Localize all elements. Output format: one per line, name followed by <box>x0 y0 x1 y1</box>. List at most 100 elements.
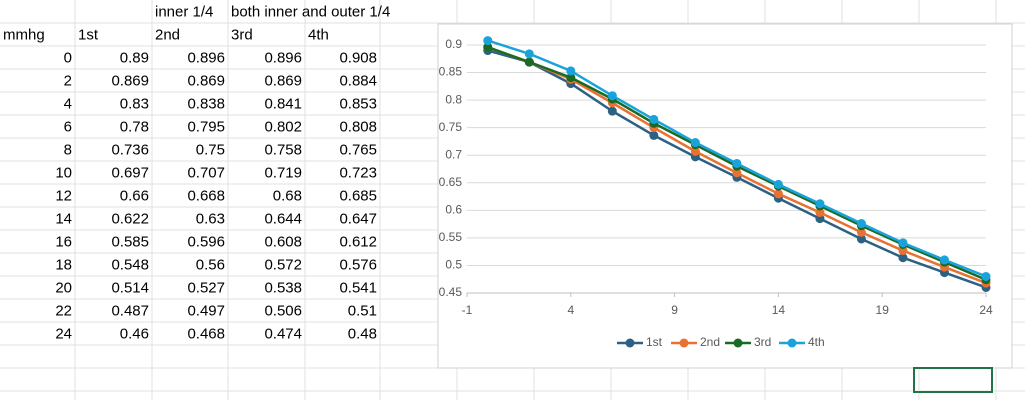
sheet-cell: 12 <box>55 187 72 204</box>
sheet-cell: 0.46 <box>120 325 149 342</box>
sheet-cell: 0.869 <box>264 72 302 89</box>
sheet-cell: 0.644 <box>264 210 302 227</box>
sheet-cell: both inner and outer 1/4 <box>231 3 390 20</box>
sheet-cell: 0.869 <box>111 72 149 89</box>
sheet-cell: 2 <box>64 72 72 89</box>
sheet-cell: 0.527 <box>187 279 225 296</box>
sheet-cell: 8 <box>64 141 72 158</box>
point <box>566 73 576 83</box>
sheet-cell: 0.908 <box>339 49 377 66</box>
legend-label: 2nd <box>700 335 720 349</box>
sheet-cell: 0.66 <box>120 187 149 204</box>
point <box>524 57 534 67</box>
sheet-cell: 0.585 <box>111 233 149 250</box>
sheet-cell: 14 <box>55 210 72 227</box>
sheet-cell: 0.719 <box>264 164 302 181</box>
point <box>732 158 742 168</box>
point <box>649 114 659 124</box>
sheet-cell: 0.896 <box>264 49 302 66</box>
sheet-cell: 0.685 <box>339 187 377 204</box>
point <box>773 189 783 199</box>
y-tick-label: 0.8 <box>445 92 462 106</box>
y-tick-label: 0.6 <box>445 203 462 217</box>
legend-label: 3rd <box>754 335 771 349</box>
sheet-cell: 0.853 <box>339 95 377 112</box>
sheet-cell: 0.548 <box>111 256 149 273</box>
sheet-cell: 0.541 <box>339 279 377 296</box>
legend-marker <box>733 338 743 348</box>
y-tick-label: 0.7 <box>445 147 462 161</box>
sheet-cell: 0.838 <box>187 95 225 112</box>
sheet-header: mmhg <box>3 26 45 43</box>
y-tick-label: 0.55 <box>439 230 463 244</box>
sheet-cell: 0.468 <box>187 325 225 342</box>
sheet-cell: 0.56 <box>196 256 225 273</box>
sheet-cell: 0.83 <box>120 95 149 112</box>
sheet-cell: 0.514 <box>111 279 149 296</box>
legend-label: 4th <box>808 335 825 349</box>
sheet-cell: 0.63 <box>196 210 225 227</box>
point <box>483 36 493 46</box>
sheet-cell: 6 <box>64 118 72 135</box>
sheet-cell: 0.487 <box>111 302 149 319</box>
y-tick-label: 0.9 <box>445 37 462 51</box>
x-tick-label: 24 <box>979 303 993 317</box>
sheet-cell: 0.707 <box>187 164 225 181</box>
sheet-cell: 18 <box>55 256 72 273</box>
sheet-cell: 20 <box>55 279 72 296</box>
sheet-cell: 0.596 <box>187 233 225 250</box>
sheet-cell: 0.647 <box>339 210 377 227</box>
x-tick-label: 19 <box>876 303 890 317</box>
point <box>607 106 617 116</box>
sheet-cell: 0.506 <box>264 302 302 319</box>
x-tick-label: 4 <box>567 303 574 317</box>
sheet-cell: 0.896 <box>187 49 225 66</box>
x-tick-label: -1 <box>462 303 473 317</box>
point <box>773 179 783 189</box>
sheet-cell: 0.75 <box>196 141 225 158</box>
point <box>690 138 700 148</box>
sheet-cell: 0.723 <box>339 164 377 181</box>
point <box>815 208 825 218</box>
sheet-header: 4th <box>308 26 329 43</box>
sheet-cell: 0.758 <box>264 141 302 158</box>
sheet-cell: 0.68 <box>273 187 302 204</box>
sheet-cell: 0.884 <box>339 72 377 89</box>
point <box>524 49 534 59</box>
sheet-cell: 0.841 <box>264 95 302 112</box>
sheet-header: 2nd <box>155 26 180 43</box>
sheet-cell: 0.612 <box>339 233 377 250</box>
sheet-cell: 0.48 <box>348 325 377 342</box>
legend-marker <box>625 338 635 348</box>
sheet-cell: 0.668 <box>187 187 225 204</box>
point <box>649 130 659 140</box>
sheet-cell: 22 <box>55 302 72 319</box>
sheet-cell: 16 <box>55 233 72 250</box>
sheet-cell: 0.795 <box>187 118 225 135</box>
point <box>856 227 866 237</box>
sheet-cell: 0.736 <box>111 141 149 158</box>
sheet-header: 3rd <box>231 26 253 43</box>
point <box>981 271 991 281</box>
y-tick-label: 0.85 <box>439 65 463 79</box>
point <box>939 255 949 265</box>
sheet-cell: 0.78 <box>120 118 149 135</box>
sheet-cell: 10 <box>55 164 72 181</box>
point <box>690 146 700 156</box>
sheet-cell: 0.697 <box>111 164 149 181</box>
sheet-cell: 24 <box>55 325 72 342</box>
sheet-cell: 4 <box>64 95 72 112</box>
sheet-cell: 0.572 <box>264 256 302 273</box>
point <box>856 219 866 229</box>
sheet-cell: 0.608 <box>264 233 302 250</box>
sheet-cell: 0.89 <box>120 49 149 66</box>
selected-cell[interactable] <box>913 367 993 393</box>
sheet-cell: 0.576 <box>339 256 377 273</box>
point <box>483 42 493 52</box>
point <box>607 91 617 101</box>
sheet-cell: 0.869 <box>187 72 225 89</box>
legend-label: 1st <box>646 335 663 349</box>
sheet-cell: 0.622 <box>111 210 149 227</box>
point <box>898 253 908 263</box>
y-tick-label: 0.75 <box>439 120 463 134</box>
